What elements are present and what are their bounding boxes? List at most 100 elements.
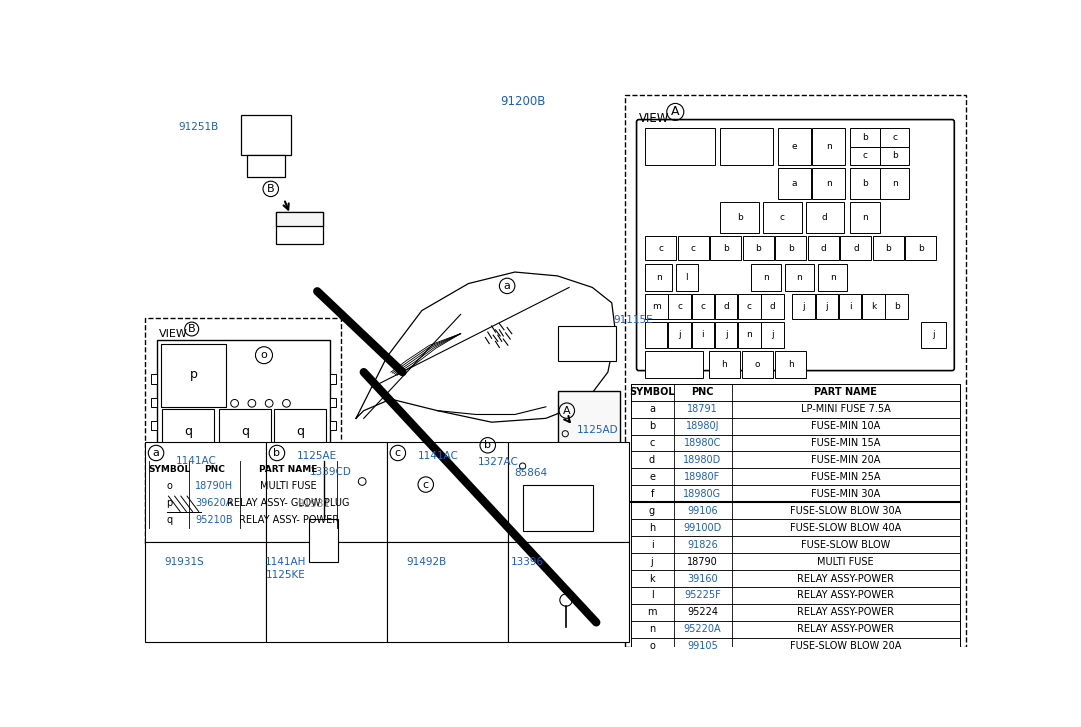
- Bar: [678, 236, 709, 260]
- Text: o: o: [261, 350, 267, 360]
- Bar: [145, 442, 266, 542]
- Bar: [149, 494, 337, 512]
- Bar: [778, 168, 811, 199]
- Text: b: b: [885, 244, 892, 253]
- Bar: [631, 536, 960, 553]
- Bar: [330, 398, 336, 407]
- Text: b: b: [894, 302, 899, 311]
- Text: j: j: [802, 302, 805, 311]
- Text: b: b: [863, 179, 868, 188]
- Text: a: a: [649, 404, 655, 414]
- Bar: [775, 350, 806, 377]
- Bar: [785, 264, 814, 291]
- Text: FUSE-SLOW BLOW 40A: FUSE-SLOW BLOW 40A: [790, 523, 902, 533]
- Text: 18980D: 18980D: [683, 455, 721, 465]
- Bar: [792, 294, 815, 319]
- Text: FUSE-MIN 20A: FUSE-MIN 20A: [811, 455, 881, 465]
- Text: c: c: [423, 480, 429, 489]
- Text: 91251B: 91251B: [178, 122, 218, 132]
- Text: j: j: [724, 330, 728, 340]
- Bar: [161, 344, 226, 407]
- Bar: [851, 147, 880, 165]
- Bar: [880, 147, 909, 165]
- Text: 91115E: 91115E: [613, 315, 653, 325]
- Text: n: n: [830, 273, 836, 281]
- Bar: [720, 202, 759, 233]
- Text: k: k: [870, 302, 876, 311]
- Text: c: c: [863, 151, 868, 160]
- Bar: [851, 128, 880, 147]
- Text: 18980F: 18980F: [684, 472, 721, 482]
- Text: q: q: [166, 515, 172, 525]
- Text: 39620A: 39620A: [196, 498, 232, 508]
- Text: q: q: [296, 425, 304, 438]
- Bar: [508, 442, 629, 542]
- Text: 1141AC: 1141AC: [418, 451, 458, 461]
- Text: b: b: [756, 244, 761, 253]
- Bar: [738, 322, 761, 348]
- Bar: [743, 236, 774, 260]
- Text: a: a: [504, 281, 510, 291]
- Text: SYMBOL: SYMBOL: [629, 387, 675, 397]
- Bar: [309, 519, 338, 561]
- Text: 95210B: 95210B: [196, 515, 233, 525]
- Text: RELAY ASSY-POWER: RELAY ASSY-POWER: [798, 574, 894, 584]
- Text: LP-MINI FUSE 7.5A: LP-MINI FUSE 7.5A: [801, 404, 891, 414]
- Bar: [145, 318, 342, 545]
- Bar: [631, 417, 960, 435]
- Bar: [266, 442, 387, 542]
- Bar: [778, 128, 811, 165]
- Text: q: q: [241, 425, 249, 438]
- Text: f: f: [651, 489, 654, 499]
- Bar: [715, 322, 737, 348]
- Text: j: j: [771, 330, 774, 340]
- Bar: [631, 401, 960, 417]
- Text: b: b: [892, 151, 897, 160]
- Text: PART NAME: PART NAME: [259, 465, 318, 474]
- Text: k: k: [650, 574, 655, 584]
- Text: d: d: [723, 302, 729, 311]
- Text: 1125AD: 1125AD: [577, 425, 618, 435]
- Bar: [276, 212, 322, 244]
- Text: n: n: [892, 179, 897, 188]
- Text: n: n: [826, 142, 831, 151]
- Text: i: i: [651, 539, 653, 550]
- Text: 95220A: 95220A: [683, 624, 721, 635]
- Text: c: c: [747, 302, 751, 311]
- Text: d: d: [770, 302, 775, 311]
- Text: 18790: 18790: [688, 557, 718, 566]
- Text: m: m: [652, 302, 660, 311]
- Text: 18790H: 18790H: [195, 481, 233, 491]
- Bar: [880, 128, 909, 147]
- Bar: [668, 294, 691, 319]
- Text: n: n: [747, 330, 752, 340]
- Text: c: c: [700, 302, 705, 311]
- Bar: [631, 451, 960, 468]
- Bar: [851, 202, 880, 233]
- Text: g: g: [649, 506, 655, 515]
- Bar: [149, 512, 337, 529]
- Text: SYMBOL: SYMBOL: [148, 465, 190, 474]
- Text: A: A: [563, 406, 571, 416]
- Text: b: b: [484, 441, 491, 450]
- Bar: [742, 350, 773, 377]
- Text: 39160: 39160: [688, 574, 718, 584]
- Text: c: c: [658, 244, 663, 253]
- Bar: [631, 604, 960, 621]
- Text: h: h: [721, 360, 728, 369]
- Text: c: c: [691, 244, 696, 253]
- Bar: [851, 168, 880, 199]
- Text: d: d: [649, 455, 655, 465]
- Text: j: j: [678, 330, 681, 340]
- Bar: [145, 542, 266, 643]
- Bar: [808, 236, 839, 260]
- Text: 91200B: 91200B: [499, 95, 545, 108]
- Text: p: p: [189, 369, 198, 382]
- Bar: [387, 542, 508, 643]
- Bar: [558, 391, 619, 446]
- Text: FUSE-SLOW BLOW: FUSE-SLOW BLOW: [801, 539, 891, 550]
- Text: MULTI FUSE: MULTI FUSE: [817, 557, 875, 566]
- Text: 18980G: 18980G: [683, 489, 721, 499]
- Text: FUSE-MIN 25A: FUSE-MIN 25A: [811, 472, 881, 482]
- Text: b: b: [918, 244, 924, 253]
